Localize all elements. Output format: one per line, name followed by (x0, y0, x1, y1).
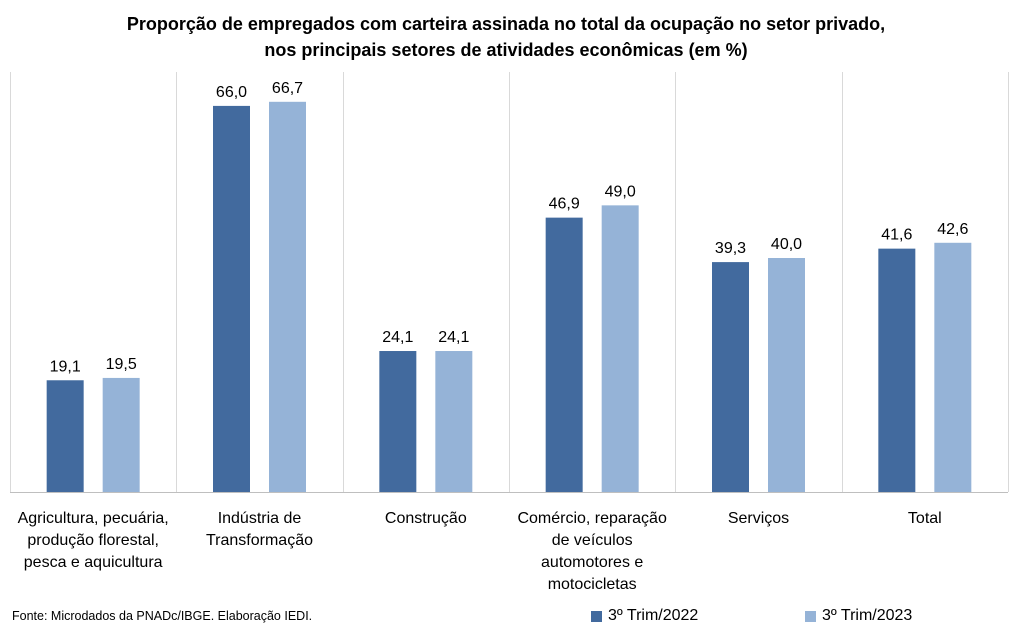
data-label: 24,1 (382, 329, 413, 346)
bar-2023 (934, 242, 972, 492)
bar-2022 (379, 351, 417, 492)
legend-label-2022: 3º Trim/2022 (608, 607, 699, 624)
category-label: Construção (385, 510, 467, 527)
chart-title-line: Proporção de empregados com carteira ass… (127, 14, 885, 34)
category-label: Serviços (728, 510, 789, 527)
data-label: 41,6 (881, 227, 912, 244)
data-label: 66,0 (216, 84, 247, 101)
bar-2022 (213, 105, 250, 493)
data-label: 49,0 (605, 183, 636, 200)
category-dividers (10, 72, 1009, 493)
bar-2023 (768, 258, 805, 492)
source-note: Fonte: Microdados da PNADc/IBGE. Elabora… (12, 609, 313, 623)
bar-2022 (712, 262, 749, 492)
category-label: Indústria de Transformação (206, 510, 313, 549)
data-label: 19,5 (106, 356, 137, 373)
chart-title: Proporção de empregados com carteira ass… (127, 14, 885, 60)
value-labels: 19,1 19,5 66,0 66,7 24,1 24,1 46,9 49,0 39,3 40,0… (50, 80, 969, 375)
data-label: 46,9 (549, 196, 580, 213)
data-label: 66,7 (272, 80, 303, 97)
data-label: 19,1 (50, 358, 81, 375)
legend-item-2022: 3º Trim/2022 (591, 607, 698, 625)
bar-2023 (435, 351, 473, 492)
bars (46, 101, 972, 493)
bar-2023 (269, 101, 306, 493)
bar-2023 (601, 205, 639, 492)
data-label: 40,0 (771, 236, 802, 253)
bar-2022 (878, 248, 916, 492)
data-label: 42,6 (937, 221, 968, 238)
category-label: Total (908, 510, 942, 527)
legend-item-2023: 3º Trim/2023 (805, 607, 912, 625)
category-label: Agricultura, pecuária, produção florestal… (18, 510, 169, 571)
legend-label-2023: 3º Trim/2023 (822, 607, 913, 624)
bar-2022 (46, 380, 84, 492)
category-labels: Agricultura, pecuária, produção florestal… (18, 510, 942, 593)
data-label: 24,1 (438, 329, 469, 346)
legend-swatch-2022 (591, 610, 602, 622)
legend-swatch-2023 (805, 610, 816, 622)
chart-title-line: nos principais setores de atividades eco… (264, 40, 747, 60)
category-label: Comércio, reparação de veículos automotore… (517, 510, 667, 593)
data-label: 39,3 (715, 240, 746, 257)
bar-2023 (102, 377, 140, 492)
bar-2022 (545, 217, 583, 492)
